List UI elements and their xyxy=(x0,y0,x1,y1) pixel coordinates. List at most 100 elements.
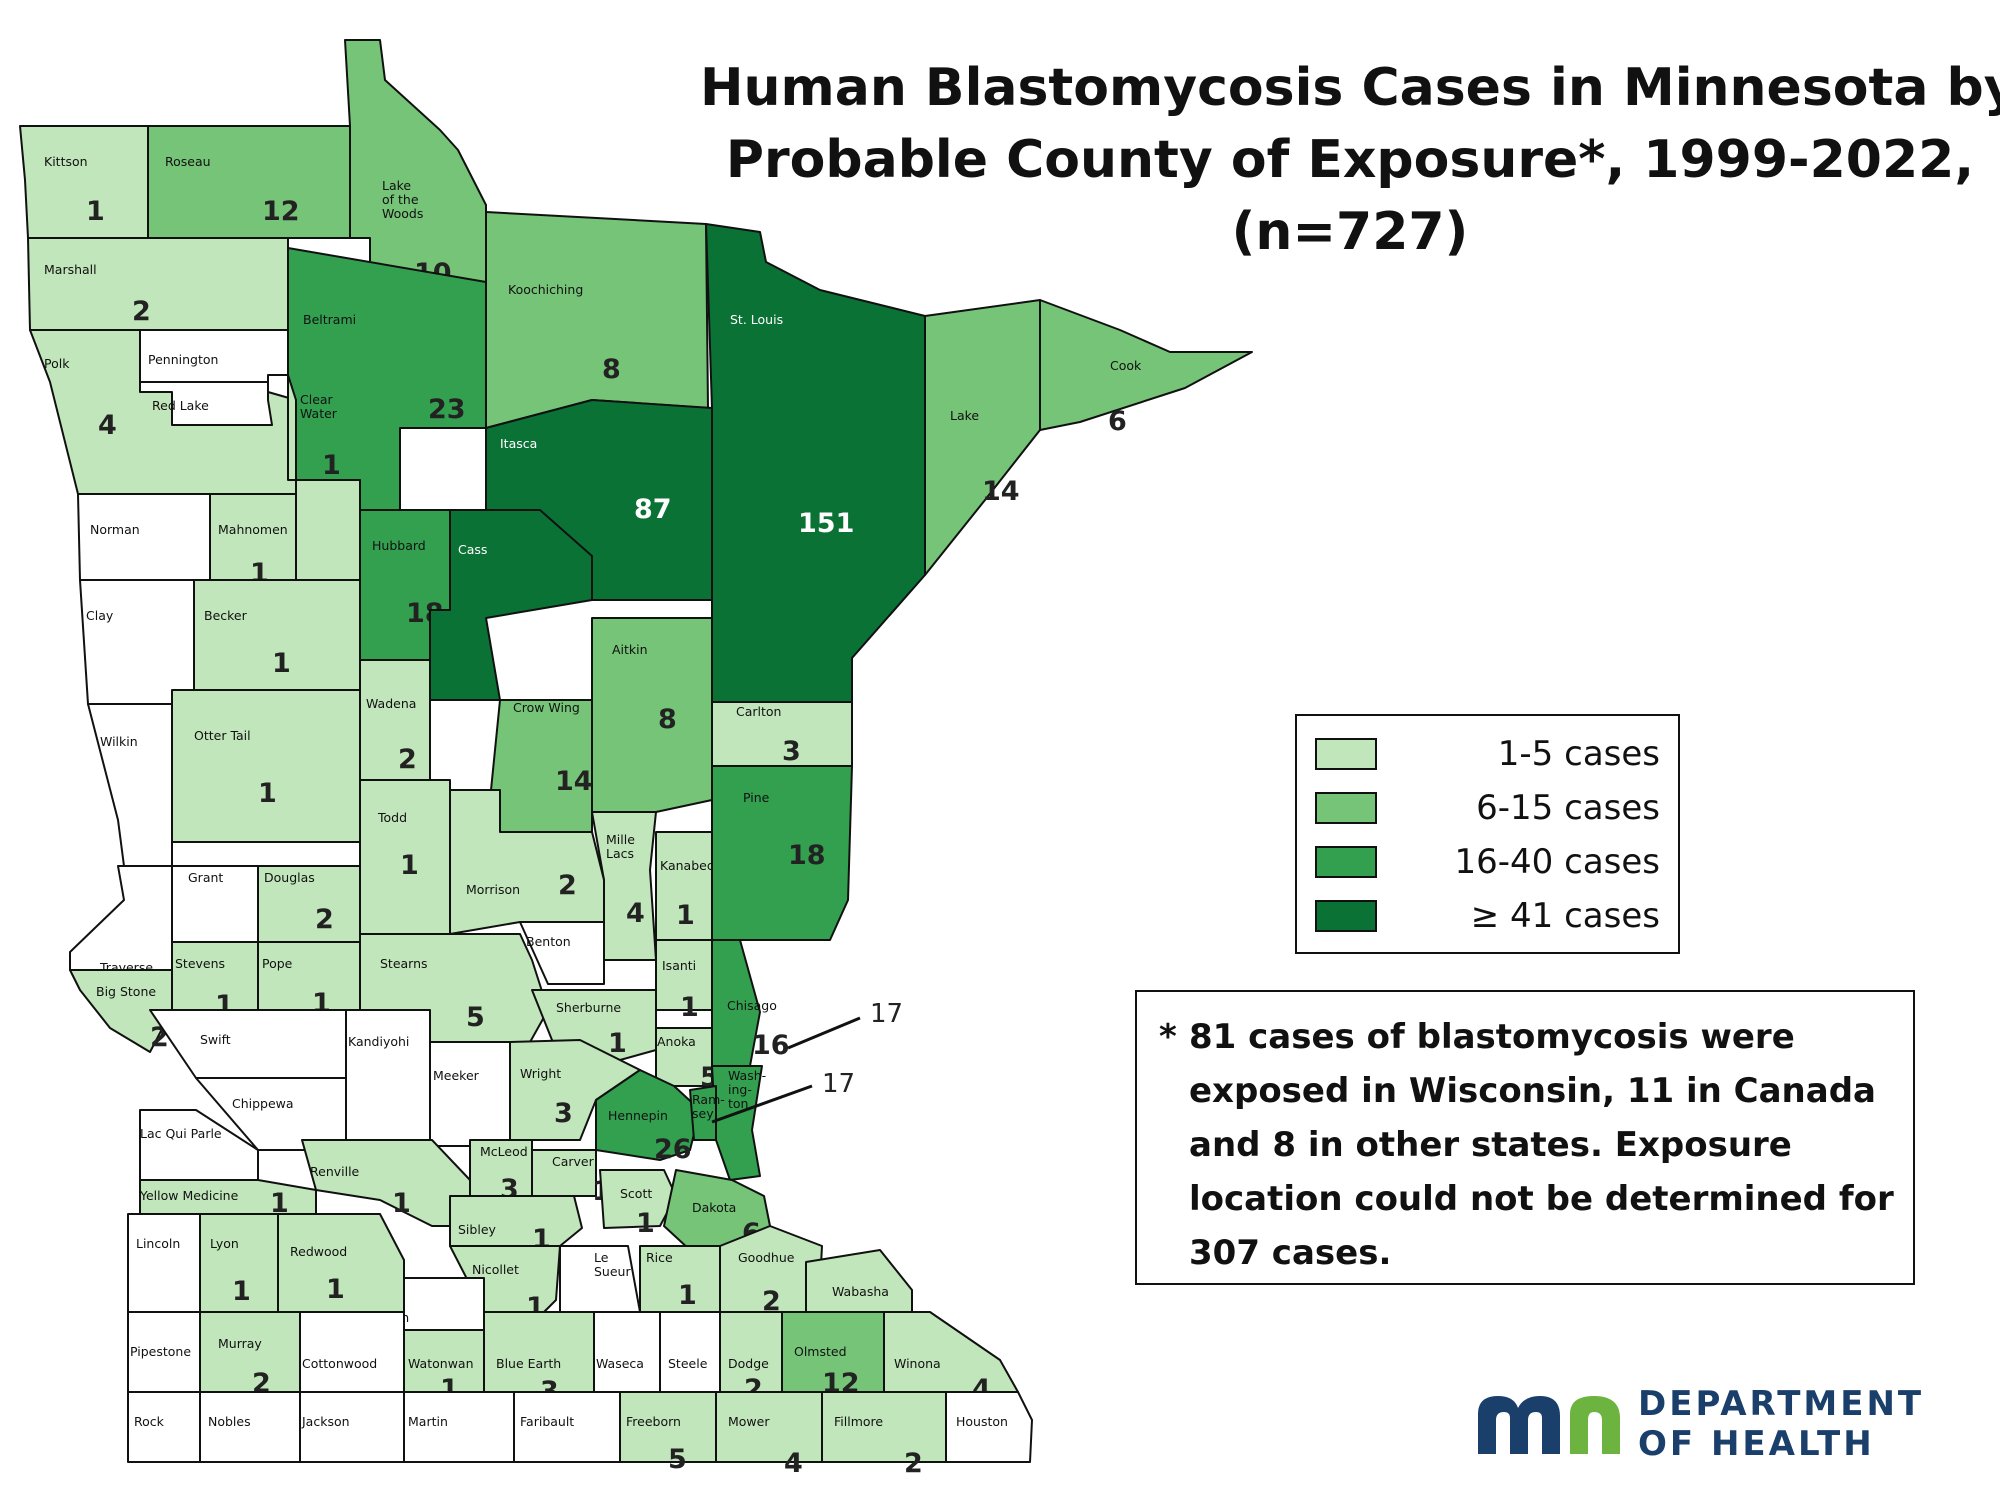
county-red-lake: Red Lake xyxy=(139,381,273,426)
county-shape-kandiyohi xyxy=(345,1009,431,1151)
county-norman: Norman xyxy=(77,493,211,581)
county-shape-benton xyxy=(519,921,605,985)
county-shape-wilkin xyxy=(87,703,173,867)
county-name-chippewa: Chippewa xyxy=(232,1096,294,1111)
county-cases-mille-lacs: 4 xyxy=(626,898,645,929)
legend-item-tier3: 16-40 cases xyxy=(1315,842,1660,884)
county-renville: Renville 1 xyxy=(301,1139,471,1227)
county-name-lake: Lake xyxy=(950,408,979,423)
county-todd: Todd 1 xyxy=(359,779,451,935)
county-name-lyon: Lyon xyxy=(210,1236,239,1251)
county-marshall: Marshall 2 xyxy=(27,237,289,331)
county-cases-becker: 1 xyxy=(272,648,291,679)
county-cook: Cook 6 xyxy=(1039,299,1253,437)
county-kandiyohi: Kandiyohi xyxy=(345,1009,431,1151)
county-scott: Scott 1 xyxy=(599,1169,677,1239)
county-cases-douglas: 2 xyxy=(315,904,334,935)
county-clay: Clay xyxy=(79,579,195,705)
county-hennepin: Hennepin 26 xyxy=(595,1069,701,1165)
county-cases-kanabec: 1 xyxy=(676,900,695,931)
county-chisago: Chisago 16 xyxy=(711,939,790,1067)
county-kanabec: Kanabec 1 xyxy=(655,831,714,941)
county-cases-otter-tail: 1 xyxy=(258,778,277,809)
county-swift: Swift xyxy=(149,1009,347,1079)
county-polk: Polk 4 xyxy=(29,329,297,495)
county-shape-otter-tail xyxy=(171,689,361,843)
county-name-big-stone: Big Stone xyxy=(96,984,156,999)
county-douglas: Douglas 2 xyxy=(257,865,361,943)
county-sibley: Sibley 1 xyxy=(449,1195,583,1255)
county-shape-murray xyxy=(199,1311,301,1393)
county-name-redwood: Redwood xyxy=(290,1244,347,1259)
county-shape-cass xyxy=(429,509,593,701)
county-shape-clay xyxy=(79,579,195,705)
county-name-yellow-medicine: Yellow Medicine xyxy=(139,1188,239,1203)
county-name-pennington: Pennington xyxy=(148,352,218,367)
footnote-line-1: 81 cases of blastomycosis were xyxy=(1189,1017,1795,1057)
county-shape-blue-earth xyxy=(483,1311,595,1393)
county-shape-pine xyxy=(711,765,853,941)
footnote-line-3: and 8 in other states. Exposure xyxy=(1189,1125,1792,1165)
county-cases-clear-water: 1 xyxy=(322,450,341,481)
county-name-stevens: Stevens xyxy=(175,956,225,971)
county-cases-wadena: 2 xyxy=(398,744,417,775)
county-wilkin: Wilkin xyxy=(87,703,173,867)
county-morrison: Morrison 2 xyxy=(449,789,605,935)
county-pipestone: Pipestone xyxy=(127,1311,201,1393)
county-cases-yellow-medicine: 1 xyxy=(270,1188,289,1219)
county-waseca: Waseca xyxy=(593,1311,661,1393)
county-shape-koochiching xyxy=(485,211,709,429)
county-name-st-louis: St. Louis xyxy=(730,312,783,327)
county-cases-todd: 1 xyxy=(400,850,419,881)
county-name-chisago: Chisago xyxy=(727,998,777,1013)
county-name-mower: Mower xyxy=(728,1414,770,1429)
county-cases-cass: 82 xyxy=(510,618,548,649)
county-shape-lake xyxy=(924,299,1041,576)
county-name-todd: Todd xyxy=(377,810,407,825)
county-shape-ram-sey xyxy=(689,1085,717,1141)
county-shape-steele xyxy=(659,1311,721,1393)
county-cases-fillmore: 2 xyxy=(904,1448,923,1479)
county-name-mahnomen: Mahnomen xyxy=(218,522,288,537)
county-shape-aitkin xyxy=(591,617,713,813)
county-cases-st-louis: 151 xyxy=(798,508,854,539)
county-cass: Cass 82 xyxy=(429,509,593,701)
legend-item-tier4: ≥ 41 cases xyxy=(1315,896,1660,938)
county-chippewa: Chippewa xyxy=(195,1077,347,1151)
county-cases-koochiching: 8 xyxy=(602,354,621,385)
footnote-line-4: location could not be determined for xyxy=(1189,1179,1894,1219)
county-aitkin: Aitkin 8 xyxy=(591,617,713,813)
department-of-health-wordmark: DEPARTMENT OF HEALTH xyxy=(1638,1384,1924,1464)
county-name-wilkin: Wilkin xyxy=(100,734,138,749)
county-name-koochiching: Koochiching xyxy=(508,282,583,297)
legend-swatch xyxy=(1315,738,1377,770)
county-cases-sherburne: 1 xyxy=(608,1028,627,1059)
county-carlton: Carlton 3 xyxy=(711,701,853,767)
county-cases-lake: 14 xyxy=(982,476,1020,507)
county-name-dodge: Dodge xyxy=(728,1356,769,1371)
county-name-houston: Houston xyxy=(956,1414,1008,1429)
county-cases-carlton: 3 xyxy=(782,736,801,767)
legend: 1-5 cases 6-15 cases 16-40 cases ≥ 41 cases xyxy=(1295,714,1680,954)
county-name-martin: Martin xyxy=(408,1414,448,1429)
county-cases-goodhue: 2 xyxy=(762,1286,781,1317)
county-name-wadena: Wadena xyxy=(366,696,416,711)
county-name-lac-qui-parle: Lac Qui Parle xyxy=(140,1126,222,1141)
county-shape-marshall xyxy=(27,237,289,331)
legend-item-tier2: 6-15 cases xyxy=(1315,788,1660,830)
county-name-renville: Renville xyxy=(310,1164,360,1179)
county-name-otter-tail: Otter Tail xyxy=(194,728,251,743)
county-steele: Steele xyxy=(659,1311,721,1393)
legend-item-tier1: 1-5 cases xyxy=(1315,734,1660,776)
county-cases-polk: 4 xyxy=(98,410,117,441)
county-name-rice: Rice xyxy=(646,1250,673,1265)
county-name-ram-sey: Ram-sey xyxy=(692,1092,725,1121)
county-name-stearns: Stearns xyxy=(380,956,428,971)
county-name-pope: Pope xyxy=(262,956,293,971)
county-cases-stearns: 5 xyxy=(466,1002,485,1033)
county-crow-wing: Crow Wing 14 xyxy=(489,699,593,833)
county-meeker: Meeker xyxy=(429,1041,511,1147)
